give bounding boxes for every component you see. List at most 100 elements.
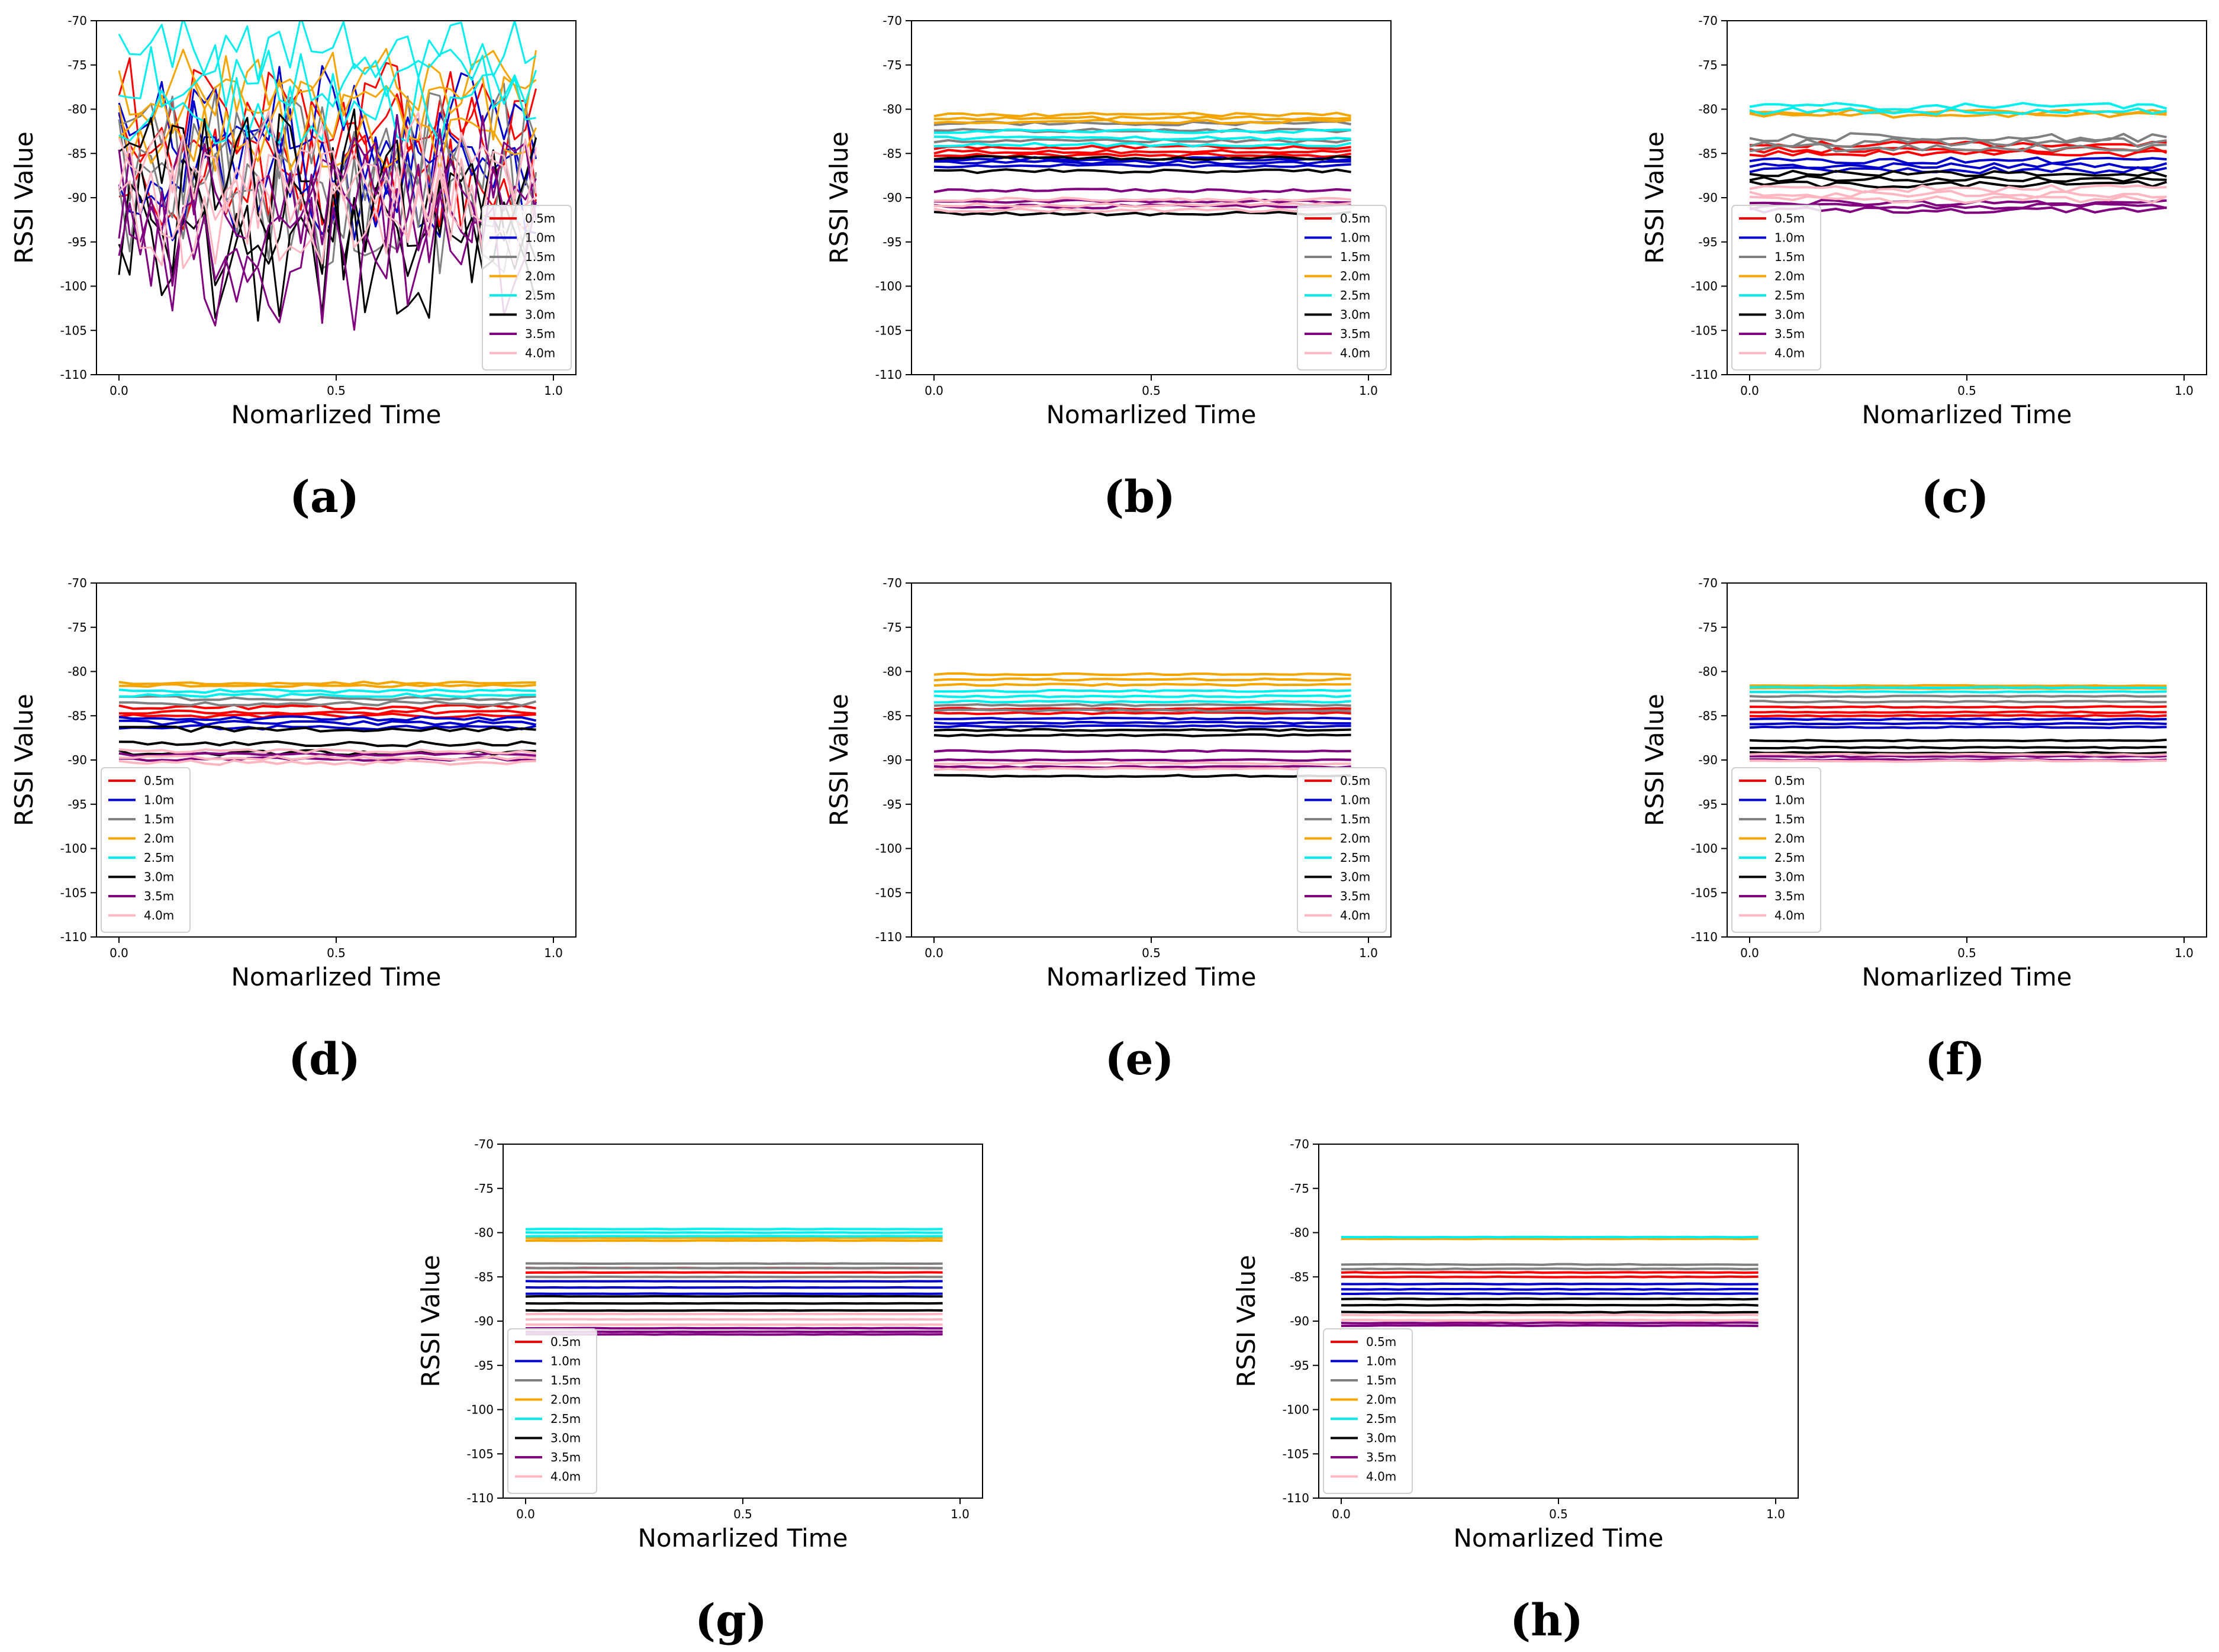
series-line-2_5m-0: [118, 688, 536, 694]
series-line-1_5m-1: [933, 708, 1351, 713]
series-line-3_0m-0: [1749, 738, 2167, 743]
series-line-3_5m-0: [933, 749, 1351, 753]
y-tick-label: -100: [1283, 1403, 1309, 1417]
y-tick-label: -95: [67, 797, 87, 811]
y-axis-label: RSSI Value: [825, 131, 854, 264]
legend-label: 4.0m: [1340, 346, 1370, 360]
y-tick-label: -75: [883, 620, 902, 635]
legend-label: 0.5m: [1774, 211, 1805, 226]
legend-label: 3.5m: [525, 327, 555, 341]
series-line-3_5m-2: [933, 765, 1351, 769]
series-line-2_5m-2: [933, 700, 1351, 704]
y-tick-label: -85: [67, 146, 87, 160]
series-line-4_0m-1: [1750, 759, 2167, 763]
legend-label: 2.0m: [525, 269, 555, 284]
y-tick-label: -85: [883, 146, 902, 160]
series-line-4_0m-1: [118, 754, 536, 761]
x-tick-label: 0.5: [1549, 1507, 1568, 1521]
series-line-3_5m-2: [118, 188, 537, 331]
series-line-0_5m-2: [1749, 714, 2167, 718]
series-line-3_5m-0: [118, 115, 537, 252]
legend-label: 0.5m: [1774, 774, 1805, 788]
series-line-2_0m-0: [118, 48, 537, 117]
series-line-1_5m-1: [119, 700, 537, 707]
y-tick-label: -70: [883, 14, 902, 28]
legend-label: 2.0m: [550, 1393, 581, 1407]
series-line-4_0m-1: [933, 202, 1351, 208]
y-tick-label: -95: [883, 235, 902, 249]
y-tick-label: -100: [467, 1403, 494, 1417]
legend-box: [1297, 205, 1387, 371]
legend-box: [1297, 767, 1387, 933]
x-tick-label: 1.0: [1359, 946, 1378, 960]
panel-b: -70 -75 -80 -85 -90 -95 -100 -105 -110 0.0 0.5 1.0 N…: [825, 14, 1392, 523]
legend-label: 1.5m: [1340, 812, 1370, 826]
x-axis-label: Nomarlized Time: [231, 400, 441, 429]
series-line-1_0m-2: [933, 163, 1351, 169]
y-tick-label: -110: [60, 930, 87, 944]
y-tick-label: -75: [1290, 1181, 1309, 1196]
legend-label: 3.5m: [550, 1450, 581, 1464]
x-tick-label: 0.5: [1142, 384, 1161, 398]
legend-label: 2.5m: [1774, 851, 1805, 865]
series-line-4_0m-1: [933, 767, 1351, 771]
y-tick-label: -75: [67, 620, 87, 635]
x-tick-label: 1.0: [2175, 946, 2194, 960]
series-line-0_5m-1: [933, 711, 1351, 716]
series-line-2_0m-0: [933, 111, 1352, 118]
series-line-2_0m-0: [1750, 684, 2167, 688]
y-tick-label: -95: [883, 797, 902, 811]
legend-label: 2.5m: [1340, 851, 1370, 865]
legend-box: [482, 205, 572, 371]
legend-label: 1.5m: [550, 1373, 581, 1387]
x-tick-label: 0.5: [327, 946, 346, 960]
y-axis-label: RSSI Value: [1232, 1255, 1261, 1387]
y-tick-label: -90: [67, 753, 87, 767]
series-line-1_0m-1: [118, 719, 537, 726]
y-tick-label: -90: [1290, 1314, 1309, 1328]
y-tick-label: -80: [67, 102, 87, 117]
y-tick-label: -110: [467, 1491, 494, 1505]
panel-caption: (f): [1925, 1034, 1985, 1085]
series-line-1_5m-2: [933, 138, 1351, 144]
y-tick-label: -80: [474, 1226, 494, 1240]
y-tick-label: -95: [1698, 235, 1718, 249]
legend-label: 2.5m: [144, 851, 174, 865]
legend-label: 3.0m: [1366, 1431, 1396, 1445]
series-line-4_0m-2: [1749, 195, 2168, 204]
legend-box: [1323, 1328, 1413, 1494]
series-line-3_5m-1: [933, 198, 1351, 204]
y-tick-label: -75: [883, 58, 902, 72]
y-tick-label: -100: [60, 842, 87, 856]
y-tick-label: -70: [474, 1137, 494, 1151]
y-tick-label: -110: [1283, 1491, 1309, 1505]
y-tick-label: -75: [1698, 620, 1718, 635]
series-line-0_5m-2: [1749, 149, 2167, 158]
series-line-1_0m-2: [1749, 725, 2167, 729]
legend-label: 3.0m: [1774, 870, 1805, 884]
series-line-1_0m-0: [118, 65, 537, 168]
series-line-2_0m-1: [119, 683, 536, 688]
series-line-2_0m-2: [933, 682, 1351, 687]
legend-label: 4.0m: [144, 909, 174, 923]
y-tick-label: -75: [67, 58, 87, 72]
y-tick-label: -110: [1691, 368, 1718, 382]
y-tick-label: -85: [67, 709, 87, 723]
series-line-4_0m-0: [1749, 752, 2167, 756]
series-lines: [933, 111, 1352, 217]
series-line-3_0m-1: [118, 740, 536, 748]
series-line-3_0m-0: [118, 725, 536, 733]
x-tick-label: 1.0: [1766, 1507, 1785, 1521]
legend-label: 2.0m: [1340, 832, 1370, 846]
legend: 0.5m 1.0m 1.5m 2.0m 2.5m 3.0m 3.5m 4.0m: [507, 1328, 597, 1494]
y-tick-label: -85: [1698, 709, 1718, 723]
series-line-3_0m-1: [933, 168, 1351, 175]
y-tick-label: -105: [1691, 323, 1718, 337]
series-line-4_0m-1: [1341, 1318, 1759, 1322]
series-line-2_0m-1: [1749, 111, 2167, 119]
series-line-3_0m-0: [933, 727, 1351, 732]
legend-label: 3.5m: [144, 889, 174, 903]
series-line-4_0m-0: [1749, 184, 2167, 194]
series-line-4_0m-2: [118, 165, 537, 269]
